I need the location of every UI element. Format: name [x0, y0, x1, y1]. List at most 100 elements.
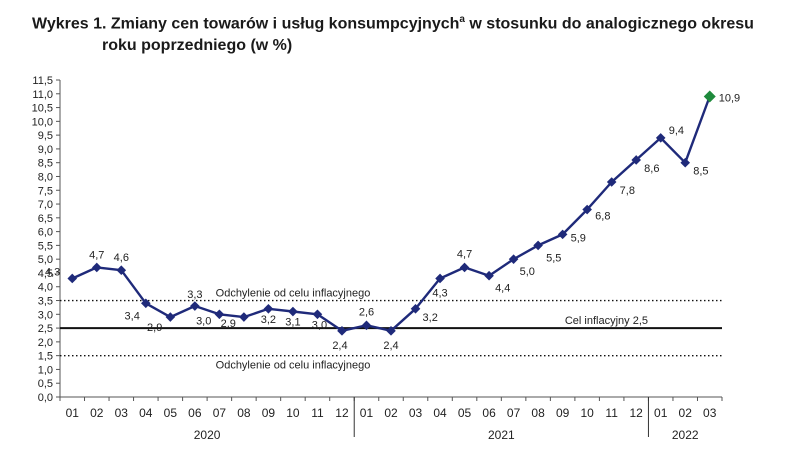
- data-label: 4,7: [457, 248, 472, 260]
- y-tick-label: 3,0: [38, 309, 53, 321]
- data-point: [190, 301, 200, 311]
- x-tick-label: 03: [115, 406, 129, 420]
- y-tick-label: 11,0: [32, 89, 53, 101]
- x-tick-label: 12: [335, 406, 349, 420]
- data-point: [141, 298, 151, 309]
- title-line2: roku poprzedniego (w %): [102, 37, 293, 55]
- data-label: 7,8: [620, 185, 635, 197]
- x-tick-label: 12: [630, 406, 644, 420]
- y-tick-label: 2,0: [38, 337, 53, 349]
- data-point: [582, 204, 592, 215]
- y-tick-label: 9,5: [38, 130, 53, 142]
- data-point: [459, 262, 470, 273]
- y-tick-label: 5,0: [38, 254, 53, 266]
- data-label: 2,4: [332, 340, 347, 352]
- data-label: 5,0: [520, 266, 535, 278]
- x-tick-label: 10: [286, 406, 300, 420]
- y-tick-label: 0,5: [38, 378, 53, 390]
- data-label: 9,4: [669, 125, 684, 137]
- data-point: [435, 273, 445, 284]
- target-line-label: Cel inflacyjny 2,5: [565, 315, 648, 327]
- title-footnote-mark: a: [459, 14, 465, 25]
- data-point: [288, 306, 298, 317]
- x-tick-label: 01: [66, 406, 80, 420]
- data-label: 8,5: [693, 166, 708, 178]
- data-label: 8,6: [644, 163, 659, 175]
- x-tick-label: 01: [654, 406, 668, 420]
- x-tick-label: 05: [458, 406, 472, 420]
- data-label: 3,0: [196, 315, 211, 327]
- cpi-series-line: [71, 96, 711, 332]
- data-label: 2,4: [383, 340, 398, 352]
- x-tick-label: 06: [482, 406, 496, 420]
- x-tick-label: 08: [531, 406, 545, 420]
- latest-data-point: [703, 90, 716, 103]
- x-tick-label: 04: [139, 406, 153, 420]
- data-point: [214, 309, 225, 320]
- x-tick-label: 05: [164, 406, 178, 420]
- y-tick-label: 11,5: [32, 75, 53, 87]
- x-tick-label: 02: [384, 406, 398, 420]
- data-point: [165, 312, 176, 322]
- data-label: 2,9: [221, 318, 236, 330]
- y-tick-label: 10,5: [32, 103, 53, 115]
- x-tick-label: 03: [703, 406, 717, 420]
- x-tick-label: 03: [409, 406, 423, 420]
- data-label: 3,4: [125, 310, 140, 322]
- data-label: 5,9: [571, 232, 586, 244]
- data-point: [239, 312, 249, 322]
- data-label: 3,2: [261, 314, 276, 326]
- y-tick-label: 10,0: [32, 116, 53, 128]
- data-label: 2,6: [359, 306, 374, 318]
- data-point: [631, 155, 641, 165]
- data-label: 3,1: [285, 317, 300, 329]
- x-tick-label: 11: [311, 406, 324, 420]
- data-point: [116, 265, 127, 275]
- data-label: 3,3: [187, 289, 202, 301]
- y-tick-label: 1,5: [38, 351, 53, 363]
- data-point: [680, 157, 691, 168]
- data-point: [606, 177, 617, 187]
- year-label: 2021: [488, 428, 515, 442]
- data-label: 4,4: [495, 283, 510, 295]
- data-label: 5,5: [546, 252, 561, 264]
- data-label: 2,9: [147, 322, 162, 334]
- x-tick-label: 09: [556, 406, 570, 420]
- data-point: [263, 303, 274, 314]
- data-point: [67, 273, 78, 284]
- data-point: [337, 326, 347, 336]
- data-label: 4,7: [89, 249, 104, 261]
- x-tick-label: 10: [580, 406, 594, 420]
- y-tick-label: 4,0: [38, 282, 53, 294]
- y-tick-label: 1,0: [38, 364, 53, 376]
- data-point: [508, 254, 519, 264]
- deviation-line-label: Odchylenie od celu inflacyjnego: [216, 288, 371, 300]
- y-tick-label: 0,0: [38, 392, 53, 404]
- x-tick-label: 07: [213, 406, 227, 420]
- data-point: [361, 320, 372, 331]
- data-label: 4,3: [432, 287, 447, 299]
- y-tick-label: 9,0: [38, 144, 53, 156]
- deviation-line-label: Odchylenie od celu inflacyjnego: [216, 360, 371, 372]
- x-tick-label: 01: [360, 406, 374, 420]
- y-tick-label: 5,5: [38, 240, 53, 252]
- chart-title: Wykres 1. Zmiany cen towarów i usług kon…: [32, 9, 754, 57]
- data-point: [557, 229, 568, 240]
- y-tick-label: 3,5: [38, 296, 53, 308]
- x-tick-label: 11: [605, 406, 618, 420]
- y-tick-label: 6,5: [38, 213, 53, 225]
- y-tick-label: 4,5: [38, 268, 53, 280]
- title-prefix: Wykres 1. Zmiany cen towarów i usług kon…: [32, 15, 460, 33]
- y-tick-label: 7,5: [38, 185, 53, 197]
- x-tick-label: 09: [262, 406, 276, 420]
- x-tick-label: 02: [679, 406, 693, 420]
- x-tick-label: 07: [507, 406, 521, 420]
- data-label: 4,3: [45, 266, 60, 278]
- x-tick-label: 08: [237, 406, 251, 420]
- y-tick-label: 7,0: [38, 199, 53, 211]
- data-label: 6,8: [595, 211, 610, 223]
- data-point: [91, 262, 102, 273]
- data-point: [484, 270, 494, 281]
- x-tick-label: 04: [433, 406, 447, 420]
